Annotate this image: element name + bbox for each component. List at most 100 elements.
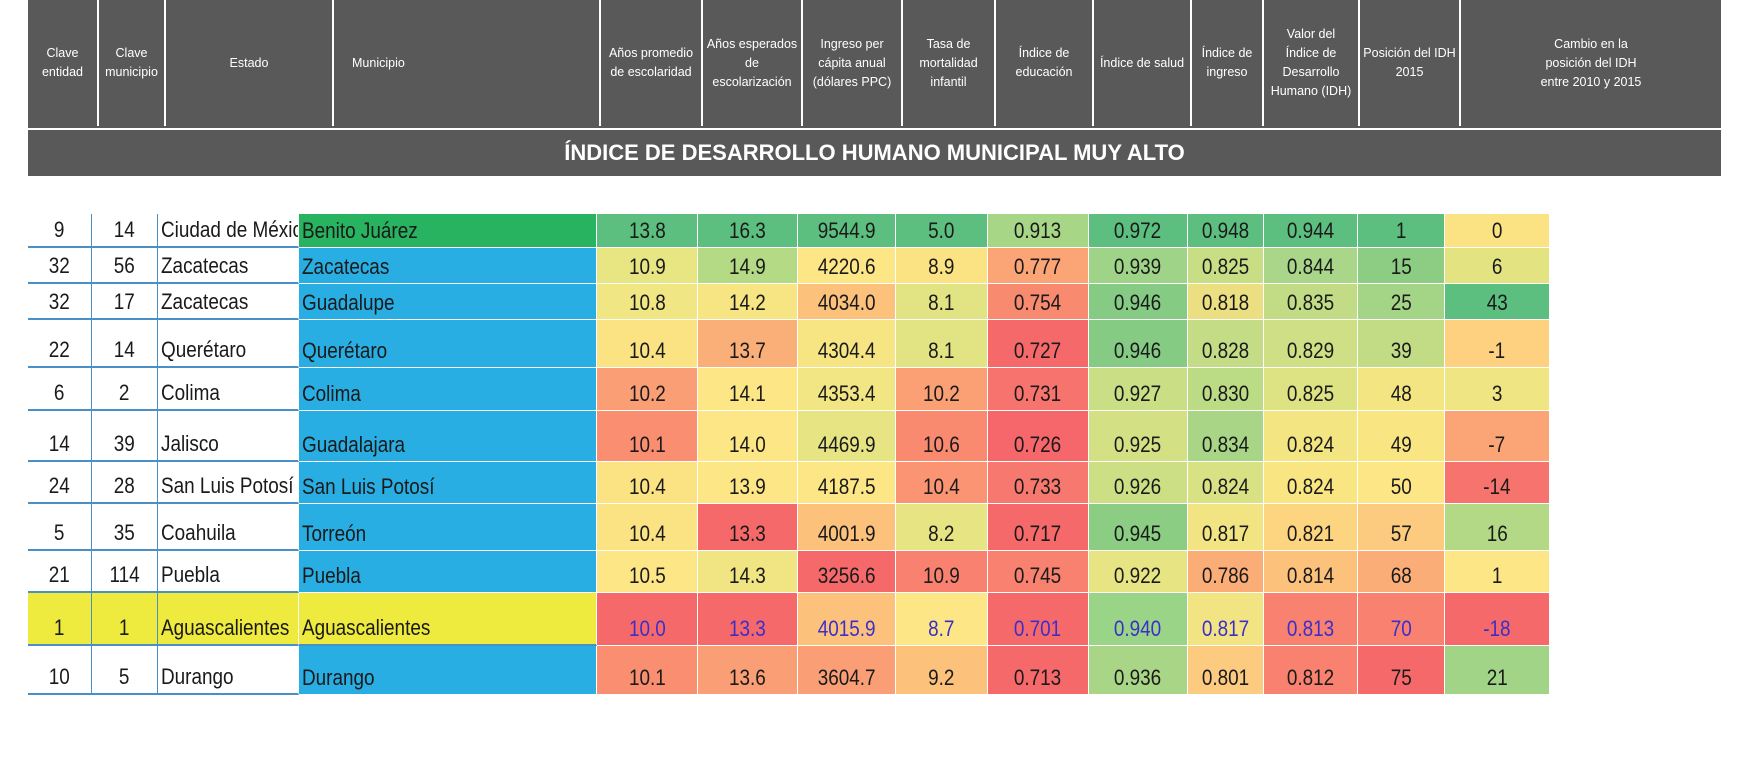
cell-value: 0.727: [1014, 338, 1062, 363]
table-row: 22 14 Querétaro Querétaro 10.4 13.7 4304.4 8.1 0…: [28, 320, 1703, 368]
cell-value: -18: [1483, 616, 1511, 641]
table-row: 32 56 Zacatecas Zacatecas 10.9 14.9 4220.6 8.9 0…: [28, 248, 1703, 284]
cell-cambio: -18: [1445, 593, 1550, 646]
cell-value: 39: [1390, 338, 1412, 363]
cell-value: 10.4: [628, 338, 666, 363]
cell-value: 0.818: [1201, 290, 1250, 315]
cell-ingreso-pc: 4034.0: [798, 284, 896, 320]
cell-value: 43: [1486, 290, 1508, 315]
cell-value: 4034.0: [817, 290, 876, 315]
cell-value: Colima: [161, 380, 220, 405]
cell-value: Aguascalientes: [161, 615, 290, 640]
cell-clave-entidad: 21: [28, 551, 92, 593]
cell-value: 14.3: [729, 563, 766, 588]
cell-value: 4469.9: [817, 432, 876, 457]
cell-value: 49: [1390, 432, 1412, 457]
cell-value: 0.817: [1201, 521, 1250, 546]
cell-idh: 0.813: [1264, 593, 1358, 646]
cell-clave-entidad: 1: [28, 593, 92, 646]
column-header: Ingreso per cápita anual (dólares PPC): [803, 0, 903, 126]
cell-value: 14: [113, 337, 136, 362]
cell-clave-municipio: 17: [92, 284, 158, 320]
cell-value: 9: [54, 217, 65, 242]
cell-value: Jalisco: [161, 431, 219, 456]
cell-value: 2: [119, 380, 130, 405]
cell-ind-ingreso: 0.830: [1188, 368, 1264, 411]
cell-ind-ingreso: 0.817: [1188, 504, 1264, 551]
cell-value: 28: [113, 473, 136, 498]
table-row: 32 17 Zacatecas Guadalupe 10.8 14.2 4034.0 8.1 0…: [28, 284, 1703, 320]
cell-idh: 0.825: [1264, 368, 1358, 411]
cell-cambio: 21: [1445, 646, 1550, 695]
cell-ind-educacion: 0.913: [988, 214, 1089, 248]
cell-value: 1: [54, 615, 65, 640]
cell-escolaridad: 10.9: [597, 248, 698, 284]
cell-escolaridad: 10.5: [597, 551, 698, 593]
cell-mortalidad: 10.9: [896, 551, 988, 593]
cell-ind-salud: 0.927: [1089, 368, 1188, 411]
cell-value: 0.813: [1286, 616, 1335, 641]
cell-escolarizacion: 13.7: [698, 320, 798, 368]
cell-clave-entidad: 32: [28, 284, 92, 320]
cell-value: 0.817: [1201, 616, 1250, 641]
cell-idh: 0.835: [1264, 284, 1358, 320]
cell-ingreso-pc: 9544.9: [798, 214, 896, 248]
cell-ind-salud: 0.946: [1089, 284, 1188, 320]
cell-idh: 0.829: [1264, 320, 1358, 368]
cell-posicion: 75: [1358, 646, 1445, 695]
cell-estado: Zacatecas: [158, 284, 299, 320]
cell-municipio: Guadalupe: [299, 284, 597, 320]
cell-value: 0.786: [1201, 563, 1250, 588]
cell-value: 39: [113, 431, 136, 456]
cell-ind-educacion: 0.754: [988, 284, 1089, 320]
cell-escolaridad: 10.4: [597, 504, 698, 551]
cell-value: 13.3: [729, 616, 766, 641]
cell-idh: 0.824: [1264, 411, 1358, 462]
cell-ind-salud: 0.945: [1089, 504, 1188, 551]
cell-posicion: 15: [1358, 248, 1445, 284]
cell-estado: Ciudad de México: [158, 214, 299, 248]
cell-value: 0.948: [1201, 218, 1250, 243]
cell-value: 0.733: [1014, 474, 1062, 499]
cell-value: 0.829: [1286, 338, 1335, 363]
cell-value: 0.946: [1114, 290, 1162, 315]
cell-escolarizacion: 13.6: [698, 646, 798, 695]
cell-value: 0.835: [1286, 290, 1335, 315]
cell-value: Zacatecas: [302, 254, 390, 279]
cell-clave-entidad: 24: [28, 462, 92, 504]
cell-value: 8.9: [928, 254, 955, 279]
cell-value: 0.927: [1114, 381, 1162, 406]
cell-value: 57: [1390, 521, 1412, 546]
cell-value: 13.3: [729, 521, 766, 546]
cell-value: 0.824: [1286, 474, 1335, 499]
cell-value: 13.9: [729, 474, 766, 499]
cell-value: 0.726: [1014, 432, 1062, 457]
cell-municipio: Zacatecas: [299, 248, 597, 284]
cell-value: 10.1: [628, 665, 666, 690]
cell-cambio: -7: [1445, 411, 1550, 462]
table-row: 5 35 Coahuila Torreón 10.4 13.3 4001.9 8.2 0.717…: [28, 504, 1703, 551]
cell-idh: 0.944: [1264, 214, 1358, 248]
column-header: Estado: [166, 0, 334, 126]
cell-value: 10.9: [628, 254, 666, 279]
column-header: Clave entidad: [28, 0, 99, 126]
cell-value: 14.0: [729, 432, 766, 457]
cell-escolarizacion: 14.9: [698, 248, 798, 284]
cell-value: Ciudad de México: [161, 217, 299, 242]
cell-mortalidad: 10.6: [896, 411, 988, 462]
cell-ind-educacion: 0.733: [988, 462, 1089, 504]
cell-value: 13.8: [628, 218, 666, 243]
cell-clave-municipio: 5: [92, 646, 158, 695]
cell-value: 0.713: [1014, 665, 1062, 690]
cell-value: 0.936: [1114, 665, 1162, 690]
cell-value: Puebla: [302, 563, 361, 588]
cell-value: 8.7: [928, 616, 955, 641]
cell-value: 10.9: [923, 563, 960, 588]
cell-clave-municipio: 39: [92, 411, 158, 462]
cell-municipio: Puebla: [299, 551, 597, 593]
cell-value: 70: [1390, 616, 1412, 641]
cell-ind-salud: 0.939: [1089, 248, 1188, 284]
cell-value: -1: [1488, 338, 1506, 363]
cell-ind-educacion: 0.717: [988, 504, 1089, 551]
cell-estado: Querétaro: [158, 320, 299, 368]
